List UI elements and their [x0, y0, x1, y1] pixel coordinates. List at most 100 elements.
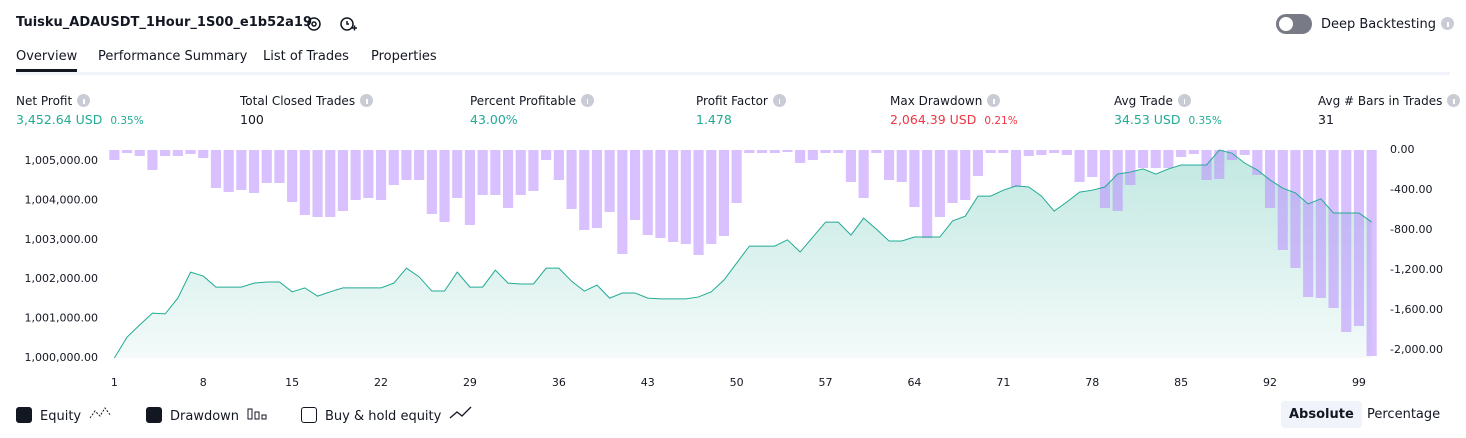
drawdown-bar: [1049, 150, 1060, 153]
drawdown-bar: [1315, 150, 1326, 298]
metric-name: Avg # Bars in Trades: [1318, 94, 1443, 108]
metric-label: Avg # Bars in Trades: [1318, 94, 1461, 108]
x-tick-label: 29: [463, 376, 477, 389]
checkbox[interactable]: [146, 407, 162, 423]
drawdown-bar: [617, 150, 628, 254]
drawdown-bar: [452, 150, 463, 198]
drawdown-bar: [1010, 150, 1022, 187]
x-tick-label: 15: [285, 376, 299, 389]
label: Deep Backtesting: [1321, 17, 1437, 32]
drawdown-bar: [185, 150, 196, 154]
drawdown-bar: [1036, 150, 1047, 155]
legend-label: Buy & hold equity: [325, 409, 442, 424]
tab[interactable]: Properties: [371, 49, 437, 64]
legend-label: Equity: [40, 409, 82, 424]
info-icon[interactable]: [772, 94, 786, 107]
drawdown-bar: [312, 150, 323, 217]
x-tick-label: 64: [907, 376, 921, 389]
drawdown-bar: [985, 150, 996, 153]
drawdown-bar: [782, 150, 793, 152]
metric-name: Profit Factor: [696, 94, 768, 108]
metric-name: Max Drawdown: [890, 94, 983, 108]
info-icon[interactable]: [987, 94, 1001, 107]
metric-label: Percent Profitable: [470, 94, 594, 108]
drawdown-bar: [896, 150, 907, 182]
metric-number: 100: [240, 112, 264, 127]
metric-value: 100: [240, 112, 264, 127]
drawdown-bar: [134, 150, 145, 156]
y-tick-label: 1,001,000.00: [25, 312, 98, 325]
chart: 1,000,000.00 1,001,000.00 1,002,000.00 1,00…: [25, 143, 1443, 389]
drawdown-bar: [414, 150, 425, 180]
drawdown-bar: [337, 150, 349, 211]
legend-item[interactable]: Equity: [16, 406, 113, 424]
settings-icon[interactable]: [305, 15, 323, 33]
checkbox[interactable]: [16, 407, 32, 423]
drawdown-bar: [756, 150, 768, 153]
x-tick-label: 78: [1085, 376, 1099, 389]
drawdown-bar: [1239, 150, 1250, 155]
tab[interactable]: Overview: [16, 49, 78, 72]
drawdown-bar: [147, 150, 158, 170]
equity-area: [114, 150, 1372, 358]
metric-number: 3,452.64 USD: [16, 112, 103, 127]
drawdown-bar: [655, 150, 666, 238]
drawdown-bar: [248, 150, 260, 193]
drawdown-bar: [388, 150, 399, 185]
drawdown-bar: [553, 150, 564, 180]
checkbox[interactable]: [301, 407, 317, 423]
metric-name: Net Profit: [16, 94, 73, 108]
drawdown-bar: [1023, 150, 1034, 156]
tab[interactable]: List of Trades: [263, 49, 349, 64]
x-tick-label: 43: [641, 376, 655, 389]
drawdown-bar: [515, 150, 526, 195]
drawdown-bar: [693, 150, 704, 255]
drawdown-bar: [629, 150, 641, 220]
scale-mode-option[interactable]: Absolute: [1281, 401, 1362, 428]
x-tick-label: 36: [552, 376, 566, 389]
drawdown-bar: [845, 150, 857, 182]
metric-number: 2,064.39 USD: [890, 112, 977, 127]
metric-name: Total Closed Trades: [240, 94, 356, 108]
info-icon[interactable]: [1447, 94, 1461, 107]
alert-icon[interactable]: [338, 14, 358, 34]
drawdown-bar: [680, 150, 691, 244]
drawdown-bar: [236, 150, 247, 190]
info-icon[interactable]: [580, 94, 594, 107]
metric-label: Net Profit: [16, 94, 91, 108]
drawdown-bar: [1074, 150, 1085, 182]
scale-mode-option[interactable]: Percentage: [1367, 407, 1441, 422]
equity-line: [113, 149, 1372, 359]
drawdown-bar: [706, 150, 717, 244]
drawdown-bar: [1214, 150, 1225, 179]
info-icon[interactable]: [360, 94, 374, 107]
legend-item[interactable]: Buy & hold equity: [301, 406, 473, 424]
metric-name: Avg Trade: [1114, 94, 1173, 108]
info-icon[interactable]: [1441, 17, 1455, 30]
drawdown-bar: [820, 150, 831, 153]
drawdown-bar: [998, 150, 1009, 153]
deep-backtesting-toggle[interactable]: [1276, 14, 1312, 34]
tab[interactable]: Performance Summary: [98, 49, 248, 64]
drawdown-bar: [960, 150, 971, 200]
drawdown-bar: [1125, 150, 1136, 185]
y2-tick-label: -400.00: [1390, 183, 1432, 196]
legend-item[interactable]: Drawdown: [146, 406, 269, 424]
drawdown-bar: [287, 150, 298, 202]
metric-label: Total Closed Trades: [240, 94, 374, 108]
metric-label: Avg Trade: [1114, 94, 1191, 108]
drawdown-bar: [160, 150, 171, 156]
drawdown-bar: [210, 150, 222, 188]
metric-label: Profit Factor: [696, 94, 786, 108]
info-icon[interactable]: [1177, 94, 1191, 107]
drawdown-bar: [1252, 150, 1263, 175]
info-icon[interactable]: [77, 94, 91, 107]
drawdown-bar: [299, 150, 310, 215]
drawdown-bar: [1277, 150, 1288, 250]
drawdown-bar: [172, 150, 183, 156]
drawdown-bar: [375, 150, 387, 200]
x-tick-label: 22: [374, 376, 388, 389]
y2-tick-label: -1,200.00: [1390, 263, 1443, 276]
metric-value: 31: [1318, 112, 1334, 127]
